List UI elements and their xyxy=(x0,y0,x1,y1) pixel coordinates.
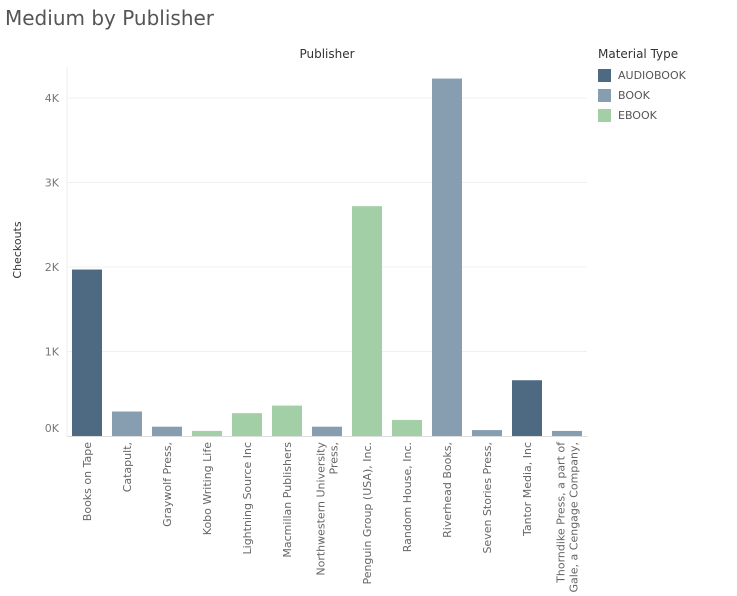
legend-swatch-ebook xyxy=(598,108,611,122)
x-tick-label: Penguin Group (USA), Inc. xyxy=(361,442,374,585)
y-axis-title: Checkouts xyxy=(11,221,24,278)
x-tick-label: Books on Tape xyxy=(81,442,94,521)
bar[interactable] xyxy=(392,419,422,436)
y-tick-label: 1K xyxy=(45,346,60,359)
x-tick-label: Lightning Source Inc xyxy=(241,442,254,554)
bar[interactable] xyxy=(552,430,582,436)
x-tick-label: Tantor Media, Inc xyxy=(521,442,534,537)
bar[interactable] xyxy=(232,413,262,436)
y-tick-label: 0K xyxy=(45,422,60,435)
bar[interactable] xyxy=(192,430,222,436)
y-tick-label: 4K xyxy=(45,92,60,105)
bar[interactable] xyxy=(512,380,542,436)
legend-swatch-book xyxy=(598,88,611,102)
bar[interactable] xyxy=(312,426,342,436)
bar[interactable] xyxy=(112,411,142,436)
chart-title: Medium by Publisher xyxy=(5,6,215,30)
bar[interactable] xyxy=(432,78,462,436)
legend-item-audiobook[interactable]: AUDIOBOOK xyxy=(598,65,686,85)
y-tick-label: 3K xyxy=(45,177,60,190)
legend-item-book[interactable]: BOOK xyxy=(598,85,686,105)
bar[interactable] xyxy=(152,426,182,436)
bar[interactable] xyxy=(472,430,502,436)
x-tick-label: Seven Stories Press, xyxy=(481,442,494,554)
x-tick-label: Macmillan Publishers xyxy=(281,442,294,558)
legend: Material Type AUDIOBOOK BOOK EBOOK xyxy=(598,47,686,125)
legend-label: AUDIOBOOK xyxy=(618,68,686,82)
x-tick-label: Graywolf Press, xyxy=(161,442,174,527)
x-tick-label: Random House, Inc. xyxy=(401,442,414,552)
x-tick-label: Northwestern UniversityPress, xyxy=(315,442,341,576)
x-tick-label: Catapult, xyxy=(121,442,134,492)
x-tick-label: Kobo Writing Life xyxy=(201,442,214,535)
bar[interactable] xyxy=(352,206,382,436)
legend-item-ebook[interactable]: EBOOK xyxy=(598,105,686,125)
legend-label: EBOOK xyxy=(618,108,657,122)
x-tick-label: Thorndike Press, a part ofGale, a Cengag… xyxy=(555,441,581,593)
legend-swatch-audiobook xyxy=(598,68,611,82)
legend-label: BOOK xyxy=(618,88,650,102)
x-tick-label: Riverhead Books, xyxy=(441,442,454,538)
bar[interactable] xyxy=(72,269,102,436)
bar[interactable] xyxy=(272,405,302,436)
legend-title: Material Type xyxy=(598,47,679,61)
y-tick-label: 2K xyxy=(45,261,60,274)
column-header: Publisher xyxy=(299,47,354,61)
